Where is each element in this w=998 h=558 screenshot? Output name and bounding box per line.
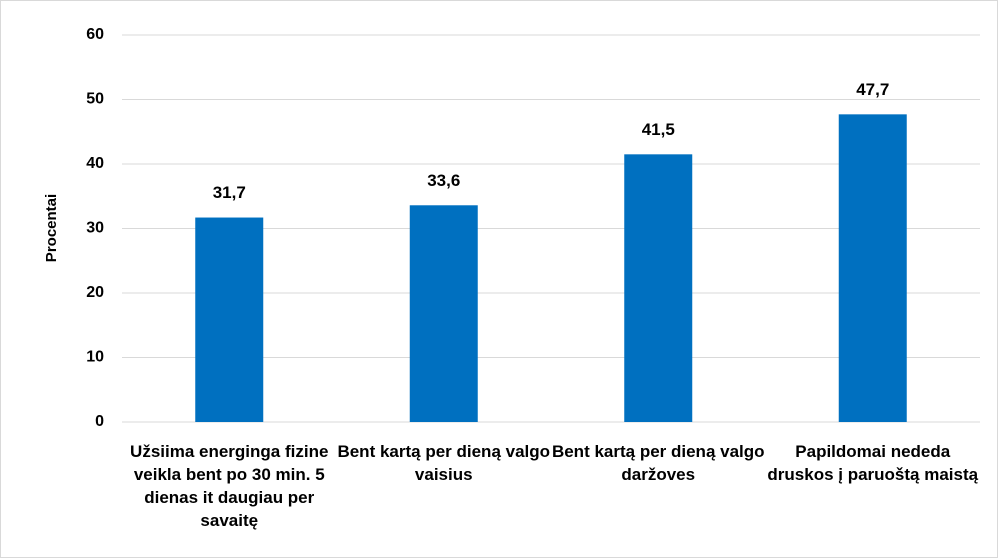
y-tick-label: 60	[86, 26, 104, 43]
x-tick-label: Bent kartą per dieną valgo daržoves	[551, 442, 765, 484]
data-label: 41,5	[642, 120, 675, 139]
bar	[409, 205, 478, 422]
y-tick-label: 30	[86, 220, 104, 237]
x-tick-label: Papildomai nededa druskos į paruoštą mai…	[767, 442, 979, 484]
y-axis-label: Procentai	[43, 194, 60, 262]
x-tick-label: Užsiima energinga fizine veikla bent po …	[130, 442, 329, 530]
y-tick-label: 20	[86, 284, 104, 301]
bar	[624, 154, 693, 422]
bar	[838, 114, 907, 423]
y-tick-label: 0	[95, 413, 104, 430]
bar	[195, 217, 264, 422]
data-label: 47,7	[856, 80, 889, 99]
data-label: 31,7	[213, 183, 246, 202]
y-tick-label: 10	[86, 349, 104, 366]
y-tick-label: 50	[86, 91, 104, 108]
data-label: 33,6	[427, 171, 460, 190]
y-tick-label: 40	[86, 155, 104, 172]
x-tick-label: Bent kartą per dieną valgo vaisius	[337, 442, 551, 484]
